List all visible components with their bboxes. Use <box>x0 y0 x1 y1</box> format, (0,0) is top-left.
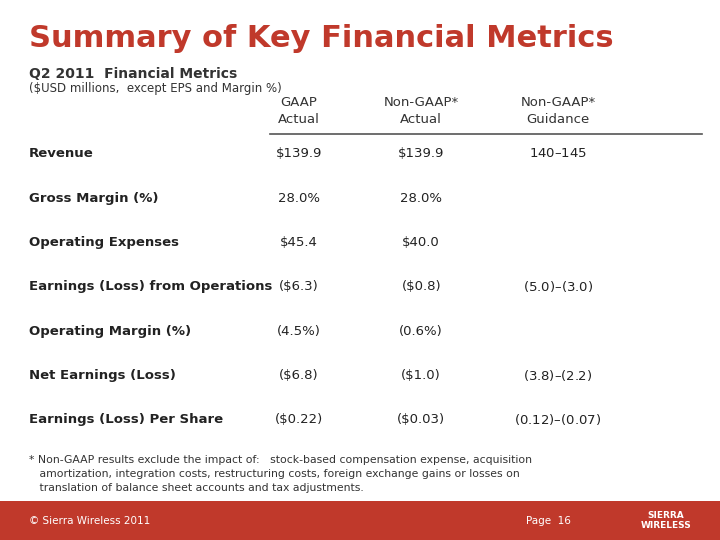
Text: $139.9: $139.9 <box>276 147 322 160</box>
Text: * Non-GAAP results exclude the impact of:   stock-based compensation expense, ac: * Non-GAAP results exclude the impact of… <box>29 455 532 492</box>
Text: Net Earnings (Loss): Net Earnings (Loss) <box>29 369 176 382</box>
Text: 28.0%: 28.0% <box>400 192 442 205</box>
Text: ($0.03): ($0.03) <box>397 413 445 426</box>
Text: ($6.3): ($6.3) <box>279 280 319 293</box>
Text: SIERRA
WIRELESS: SIERRA WIRELESS <box>641 511 691 530</box>
Text: (4.5%): (4.5%) <box>277 325 320 338</box>
Text: ($1.0): ($1.0) <box>401 369 441 382</box>
Text: Gross Margin (%): Gross Margin (%) <box>29 192 158 205</box>
Text: Earnings (Loss) from Operations: Earnings (Loss) from Operations <box>29 280 272 293</box>
Text: $45.4: $45.4 <box>280 236 318 249</box>
Text: $140 – $145: $140 – $145 <box>529 147 587 160</box>
Text: 28.0%: 28.0% <box>278 192 320 205</box>
Text: ($0.12) – ($0.07): ($0.12) – ($0.07) <box>514 412 602 427</box>
Text: Operating Margin (%): Operating Margin (%) <box>29 325 191 338</box>
Text: Non-GAAP*
Guidance: Non-GAAP* Guidance <box>521 96 595 126</box>
Text: $40.0: $40.0 <box>402 236 440 249</box>
Text: ($USD millions,  except EPS and Margin %): ($USD millions, except EPS and Margin %) <box>29 82 282 95</box>
Text: © Sierra Wireless 2011: © Sierra Wireless 2011 <box>29 516 150 525</box>
Text: Summary of Key Financial Metrics: Summary of Key Financial Metrics <box>29 24 613 53</box>
Bar <box>0 501 720 540</box>
Text: Q2 2011  Financial Metrics: Q2 2011 Financial Metrics <box>29 68 237 82</box>
Text: (0.6%): (0.6%) <box>400 325 443 338</box>
Text: ($5.0) – ($3.0): ($5.0) – ($3.0) <box>523 279 593 294</box>
Text: Earnings (Loss) Per Share: Earnings (Loss) Per Share <box>29 413 223 426</box>
Text: ($0.22): ($0.22) <box>274 413 323 426</box>
Text: ($0.8): ($0.8) <box>401 280 441 293</box>
Text: Revenue: Revenue <box>29 147 94 160</box>
Text: Operating Expenses: Operating Expenses <box>29 236 179 249</box>
Text: Non-GAAP*
Actual: Non-GAAP* Actual <box>384 96 459 126</box>
Text: GAAP
Actual: GAAP Actual <box>278 96 320 126</box>
Text: Page  16: Page 16 <box>526 516 570 525</box>
Text: ($6.8): ($6.8) <box>279 369 319 382</box>
Text: ($3.8) – ($2.2): ($3.8) – ($2.2) <box>523 368 593 383</box>
Text: $139.9: $139.9 <box>398 147 444 160</box>
